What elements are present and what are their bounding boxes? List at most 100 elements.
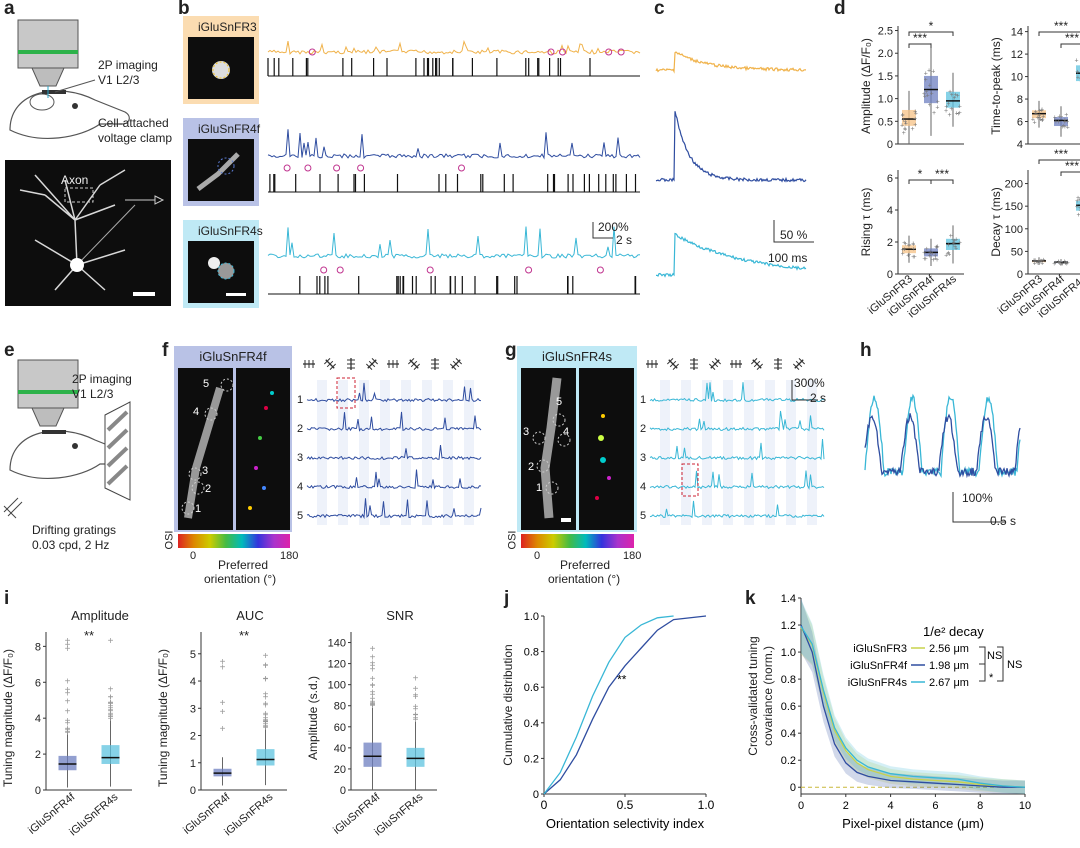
data-point: + xyxy=(928,102,932,109)
f-grating-icon xyxy=(347,358,355,370)
j-y-tick-label: 0 xyxy=(533,789,539,801)
f-trace-4 xyxy=(307,470,481,489)
j-x-tick-label: 1.0 xyxy=(698,798,715,812)
k-y-tick-label: 0.2 xyxy=(781,755,796,767)
data-point: + xyxy=(901,113,905,120)
data-point: + xyxy=(904,241,908,248)
y-tick-label: 0 xyxy=(887,269,893,281)
y-tick-label: 2.0 xyxy=(878,48,893,60)
g-trace-label-2: 2 xyxy=(640,423,646,435)
g-colorbar-min: 0 xyxy=(534,550,540,562)
y-tick-label: 0 xyxy=(190,785,196,797)
outlier: + xyxy=(370,699,376,710)
f-roi-5: 5 xyxy=(203,378,209,390)
j-x-tick-label: 0 xyxy=(541,798,548,812)
g-trace-3 xyxy=(650,439,824,460)
g-stim-bar xyxy=(702,380,712,525)
f-grating-icon xyxy=(303,360,315,368)
g-stim-bar xyxy=(660,380,670,525)
y-tick-label: 0 xyxy=(35,785,41,797)
y-tick-label: 1.0 xyxy=(878,94,893,106)
g-orientation: orientation (°) xyxy=(548,572,620,586)
k-y-tick-label: 0 xyxy=(790,782,796,794)
f-dendrite-image xyxy=(178,368,233,530)
outlier: + xyxy=(65,728,71,739)
y-tick-label: 10 xyxy=(1011,72,1023,84)
data-point: + xyxy=(926,93,930,100)
data-point: + xyxy=(1041,257,1045,264)
k-y-tick-label: 1.0 xyxy=(781,647,796,659)
outlier: + xyxy=(413,674,419,685)
a-axon-label: Axon xyxy=(61,173,88,187)
j-series-1 xyxy=(544,616,674,794)
b-fr3-image xyxy=(188,37,254,99)
panel-letter-a: a xyxy=(4,0,15,20)
f-preferred: Preferred xyxy=(218,558,268,572)
b-spike-marker-1 xyxy=(358,165,364,171)
data-point: + xyxy=(924,71,928,78)
f-trace-label-1: 1 xyxy=(297,394,303,406)
k-x-tick-label: 8 xyxy=(977,800,983,812)
box xyxy=(102,745,120,764)
outlier: + xyxy=(108,693,114,704)
outlier: + xyxy=(413,710,419,721)
outlier: + xyxy=(65,644,71,655)
j-y-tick-label: 1.0 xyxy=(524,611,539,623)
f-grating-icon xyxy=(387,360,399,368)
i2-ylabel: Tuning magnitude (ΔF/F₀) xyxy=(156,649,170,787)
panel-letter-g: g xyxy=(505,340,517,362)
f-stim-bar xyxy=(464,380,474,525)
k-bracket-2 xyxy=(979,664,985,681)
k-x-tick-label: 0 xyxy=(798,800,804,812)
f-trace-1 xyxy=(307,383,481,402)
box xyxy=(364,743,382,767)
g-osi-label: OSI xyxy=(506,531,518,550)
i3-ylabel: Amplitude (s.d.) xyxy=(306,676,320,760)
g-trace-label-5: 5 xyxy=(640,510,646,522)
j-series-0 xyxy=(544,616,706,794)
b-fr4f-image xyxy=(188,139,254,201)
outlier: + xyxy=(370,664,376,675)
outlier: + xyxy=(65,676,71,687)
f-trace-5 xyxy=(307,498,481,517)
i-amplitude-box: 02468++++++++++++++++++++++++++++++++Tun… xyxy=(0,618,150,848)
y-tick-label: 100 xyxy=(1005,224,1023,236)
f-roi-2: 2 xyxy=(205,483,211,495)
y-tick-label: 4 xyxy=(190,676,196,688)
b-spike-marker-1 xyxy=(459,165,465,171)
b-spike-marker-2 xyxy=(597,267,603,273)
data-point: + xyxy=(1075,198,1079,205)
data-point: + xyxy=(913,122,917,129)
i-snr-box: 020406080100120140++++++++++++++++++++++… xyxy=(305,618,455,848)
f-trace-2 xyxy=(307,412,481,431)
data-point: + xyxy=(1063,119,1067,126)
b-fr4s-label: iGluSnFR4s xyxy=(192,222,269,240)
f-stim-bar xyxy=(380,380,390,525)
y-tick-label: 2 xyxy=(887,237,893,249)
y-tick-label: 100 xyxy=(328,680,346,692)
d-ylabel-decay: Decay τ (ms) xyxy=(989,187,1003,256)
g-trace-label-4: 4 xyxy=(640,481,646,493)
j-sig: ** xyxy=(617,673,627,687)
data-point: + xyxy=(935,104,939,111)
data-point: + xyxy=(906,252,910,259)
k-x-tick-label: 6 xyxy=(932,800,938,812)
b-scale-time: 2 s xyxy=(616,233,632,247)
k-ns-2: NS xyxy=(1007,659,1022,671)
a-clamp2: voltage clamp xyxy=(98,131,172,145)
y-tick-label: 6 xyxy=(1017,117,1023,129)
g-trace-label-3: 3 xyxy=(640,452,646,464)
y-tick-label: 2 xyxy=(190,731,196,743)
k-y-tick-label: 0.8 xyxy=(781,674,796,686)
outlier: + xyxy=(220,657,226,668)
data-point: + xyxy=(946,242,950,249)
g-orientation-map xyxy=(579,368,634,530)
b-spike-marker-1 xyxy=(305,165,311,171)
g-stim-bar xyxy=(723,380,733,525)
b-trace-2 xyxy=(268,227,640,259)
y-tick-label: 0 xyxy=(1017,269,1023,281)
k-ylabel-2: covariance (norm.) xyxy=(761,646,775,746)
j-x-tick-label: 0.5 xyxy=(617,798,634,812)
i2-sig: ** xyxy=(239,628,249,643)
e-gratings: Drifting gratings xyxy=(32,523,116,537)
